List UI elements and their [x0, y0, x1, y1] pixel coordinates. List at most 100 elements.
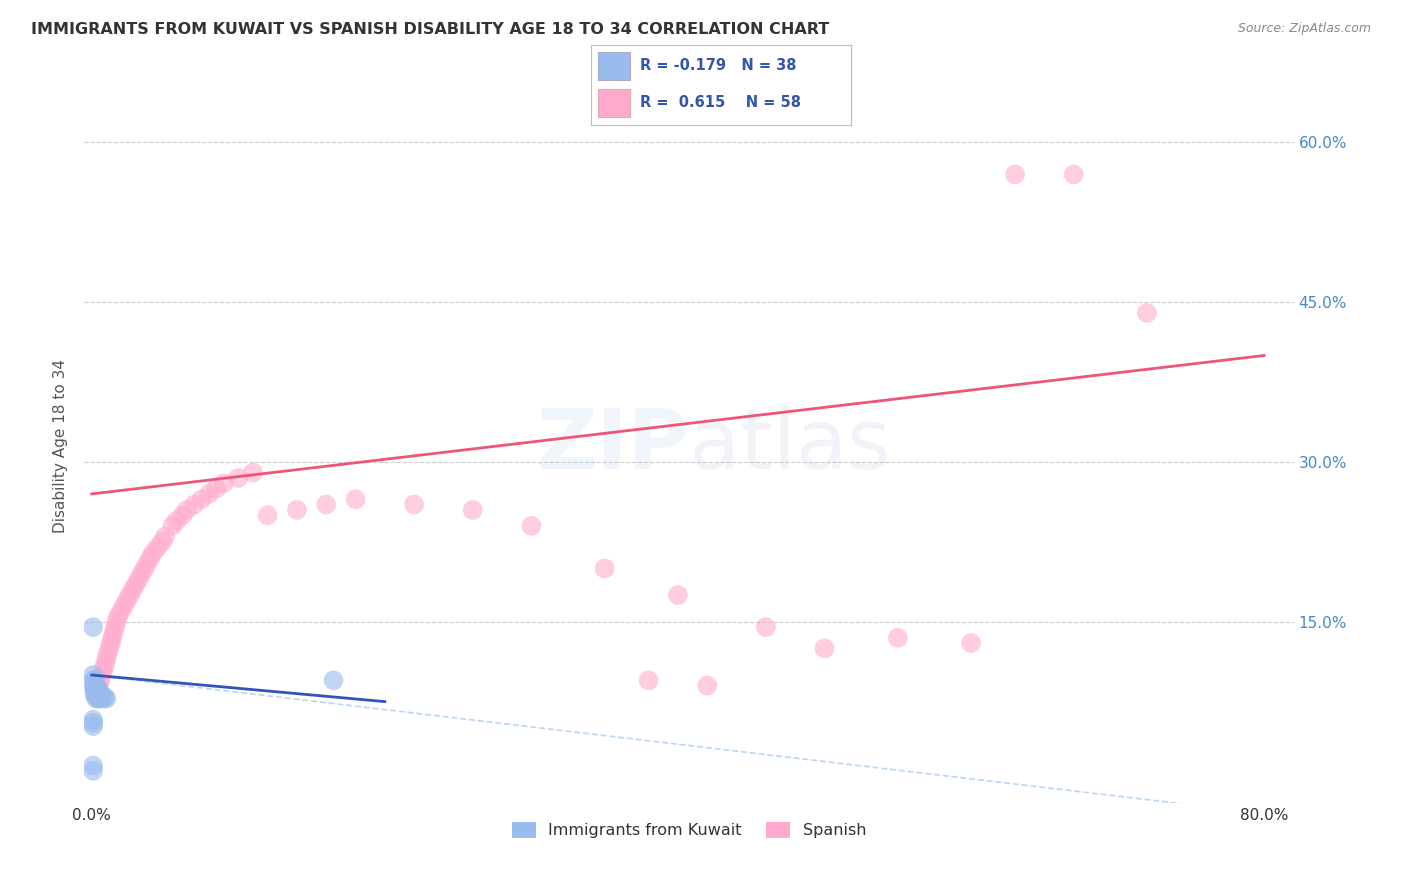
Point	[696, 679, 718, 693]
Point	[118, 588, 141, 602]
Point	[344, 492, 367, 507]
Point	[755, 620, 778, 634]
Point	[93, 690, 115, 704]
Point	[84, 690, 107, 704]
Point	[82, 673, 104, 688]
Point	[103, 625, 125, 640]
Point	[86, 691, 108, 706]
Point	[226, 471, 249, 485]
Point	[153, 529, 176, 543]
Point	[89, 690, 111, 704]
Point	[146, 540, 169, 554]
Point	[285, 503, 308, 517]
Point	[100, 636, 122, 650]
Text: R =  0.615    N = 58: R = 0.615 N = 58	[640, 95, 801, 111]
Point	[124, 577, 146, 591]
Point	[110, 604, 132, 618]
Point	[404, 498, 426, 512]
Point	[121, 582, 143, 597]
Point	[96, 652, 118, 666]
Point	[166, 514, 188, 528]
Text: Source: ZipAtlas.com: Source: ZipAtlas.com	[1237, 22, 1371, 36]
Point	[87, 687, 110, 701]
Point	[593, 561, 616, 575]
Point	[87, 679, 110, 693]
Point	[82, 679, 104, 693]
Point	[96, 691, 118, 706]
Point	[86, 684, 108, 698]
Point	[242, 466, 264, 480]
Point	[461, 503, 484, 517]
Point	[637, 673, 659, 688]
Legend: Immigrants from Kuwait, Spanish: Immigrants from Kuwait, Spanish	[505, 815, 873, 845]
Point	[139, 550, 162, 565]
Text: atlas: atlas	[689, 406, 890, 486]
Y-axis label: Disability Age 18 to 34: Disability Age 18 to 34	[53, 359, 69, 533]
Point	[84, 681, 107, 695]
Point	[1063, 168, 1085, 182]
Point	[87, 690, 110, 704]
Point	[162, 519, 184, 533]
Point	[104, 620, 127, 634]
Point	[134, 561, 156, 575]
Point	[82, 668, 104, 682]
Point	[520, 519, 543, 533]
Point	[1136, 306, 1159, 320]
Point	[84, 691, 107, 706]
Point	[887, 631, 910, 645]
Point	[172, 508, 194, 523]
Point	[142, 545, 165, 559]
Point	[94, 657, 117, 672]
Point	[82, 758, 104, 772]
Point	[86, 690, 108, 704]
Point	[91, 668, 114, 682]
Point	[1004, 168, 1026, 182]
Bar	[599, 52, 630, 80]
Point	[183, 498, 205, 512]
Point	[105, 615, 128, 629]
Point	[813, 641, 835, 656]
Point	[83, 687, 105, 701]
Point	[176, 503, 198, 517]
Point	[205, 482, 228, 496]
Point	[107, 609, 129, 624]
Point	[86, 687, 108, 701]
Point	[89, 691, 111, 706]
Point	[87, 691, 110, 706]
Point	[97, 647, 120, 661]
Point	[86, 681, 108, 695]
Text: ZIP: ZIP	[537, 406, 689, 486]
Point	[87, 684, 110, 698]
Point	[82, 764, 104, 778]
Point	[112, 599, 135, 613]
Point	[93, 663, 115, 677]
Point	[91, 691, 114, 706]
Point	[84, 679, 107, 693]
Point	[115, 593, 138, 607]
Bar	[599, 89, 630, 117]
Point	[82, 719, 104, 733]
Point	[82, 620, 104, 634]
Point	[128, 572, 150, 586]
Point	[84, 684, 107, 698]
Point	[84, 687, 107, 701]
Point	[101, 631, 124, 645]
Point	[82, 713, 104, 727]
Point	[666, 588, 689, 602]
Text: IMMIGRANTS FROM KUWAIT VS SPANISH DISABILITY AGE 18 TO 34 CORRELATION CHART: IMMIGRANTS FROM KUWAIT VS SPANISH DISABI…	[31, 22, 830, 37]
Point	[131, 566, 153, 581]
Point	[98, 641, 121, 656]
Point	[960, 636, 983, 650]
Point	[89, 687, 111, 701]
Point	[83, 673, 105, 688]
Point	[256, 508, 278, 523]
Text: R = -0.179   N = 38: R = -0.179 N = 38	[640, 58, 796, 73]
Point	[83, 681, 105, 695]
Point	[136, 556, 159, 570]
Point	[212, 476, 235, 491]
Point	[83, 679, 105, 693]
Point	[94, 691, 117, 706]
Point	[198, 487, 221, 501]
Point	[190, 492, 212, 507]
Point	[83, 684, 105, 698]
